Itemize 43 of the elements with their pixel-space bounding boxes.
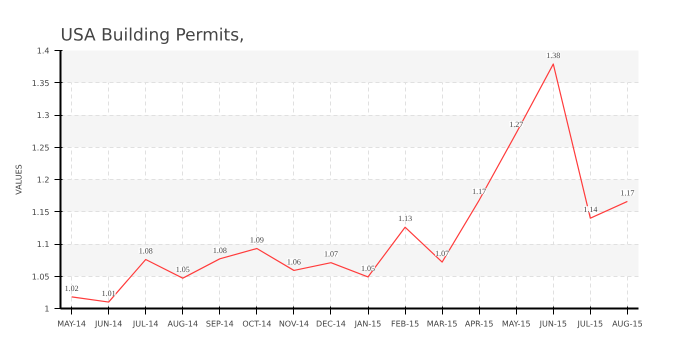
data-label: 1.08 (138, 246, 153, 256)
y-tick-label: 1.3 (36, 111, 50, 120)
data-label: 1.02 (64, 284, 79, 293)
y-tick-label: 1.2 (36, 176, 50, 184)
y-tick-label: 1.15 (32, 208, 50, 217)
x-tick-label: MAY-14 (57, 320, 86, 328)
x-tick-label: NOV-14 (278, 320, 310, 328)
x-tick-label: DEC-14 (316, 320, 346, 328)
data-label: 1.13 (398, 214, 412, 224)
y-tick-label: 1.05 (32, 272, 50, 282)
x-tick-label: APR-15 (464, 320, 494, 328)
data-label: 1.14 (583, 205, 598, 214)
x-tick-label: AUG-14 (167, 320, 198, 328)
y-tick-label: 1.4 (36, 46, 50, 56)
x-tick-label: JAN-15 (354, 320, 382, 328)
x-tick-label: MAY-15 (502, 320, 531, 328)
x-tick-label: JUN-15 (538, 320, 567, 328)
chart-title: USA Building Permits, (60, 26, 244, 46)
data-label: 1.17 (620, 188, 634, 198)
data-label: 1.27 (509, 120, 524, 130)
data-label: 1.09 (250, 236, 264, 245)
data-label: 1.01 (102, 289, 116, 298)
data-label: 1.07 (435, 249, 450, 258)
x-tick-label: JUN-14 (94, 320, 122, 328)
x-tick-label: AUG-15 (612, 320, 643, 328)
x-tick-label: JUL-15 (576, 320, 604, 328)
data-label: 1.05 (361, 264, 376, 273)
y-axis-title: VALUES (14, 164, 24, 195)
x-tick-label: JUL-14 (132, 320, 159, 328)
y-tick-label: 1.35 (32, 78, 50, 88)
data-label: 1.07 (324, 250, 338, 259)
data-label: 1.38 (546, 51, 560, 60)
x-tick-label: SEP-14 (206, 320, 234, 328)
x-tick-label: MAR-15 (426, 320, 458, 328)
y-tick-label: 1 (44, 304, 50, 314)
data-label: 1.17 (472, 187, 486, 196)
y-tick-label: 1.25 (32, 143, 50, 152)
data-label: 1.06 (286, 257, 301, 266)
y-tick-label: 1.1 (36, 240, 50, 249)
x-tick-label: OCT-14 (242, 320, 272, 328)
x-tick-label: FEB-15 (390, 320, 420, 328)
data-label: 1.08 (212, 246, 227, 255)
data-label: 1.05 (176, 265, 190, 274)
